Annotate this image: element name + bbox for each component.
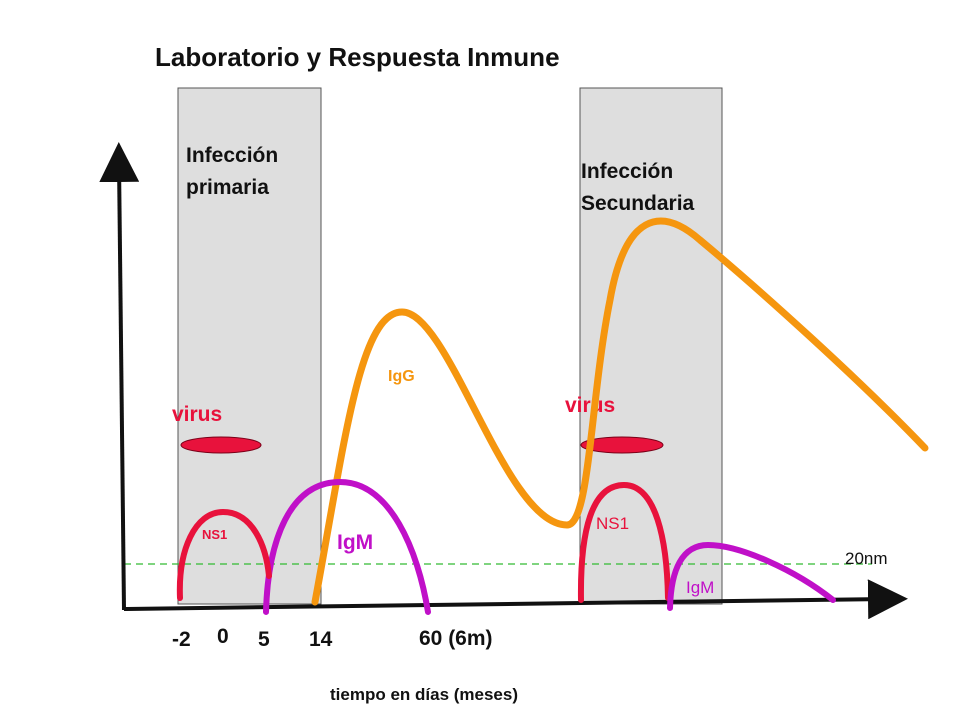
x-axis-label: tiempo en días (meses) (330, 685, 518, 704)
page-title: Laboratorio y Respuesta Inmune (155, 42, 560, 72)
primary-panel-label-line1: Infección (186, 144, 278, 167)
virus-marker-primary (180, 436, 262, 454)
secondary-panel-label-line2: Secundaria (581, 192, 695, 215)
y-axis (99, 142, 140, 611)
x-tick-label: 14 (309, 628, 333, 651)
igg-curve (311, 217, 929, 606)
ns1-curve-secondary (577, 481, 671, 603)
ns1-label-secondary: NS1 (596, 514, 629, 533)
virus-marker-secondary (580, 436, 664, 454)
primary-panel-label-line2: primaria (186, 176, 269, 199)
igm-curve-secondary (667, 541, 836, 611)
igm-curve-primary (263, 478, 431, 615)
x-tick-label: 5 (258, 628, 270, 651)
ns1-label-primary: NS1 (202, 527, 227, 542)
virus-label-primary: virus (172, 403, 222, 426)
virus-label-secondary: virus (565, 394, 615, 417)
x-tick-label: 60 (6m) (419, 627, 493, 650)
igm-label-secondary: IgM (686, 578, 714, 597)
x-tick-label: 0 (217, 625, 229, 648)
ns1-curve-primary (176, 508, 272, 601)
threshold-label: 20nm (845, 549, 888, 568)
x-tick-label: -2 (172, 628, 191, 651)
secondary-panel-label-line1: Infección (581, 160, 673, 183)
igg-label: IgG (388, 368, 415, 385)
x-axis (123, 579, 908, 620)
igm-label-primary: IgM (337, 531, 373, 554)
